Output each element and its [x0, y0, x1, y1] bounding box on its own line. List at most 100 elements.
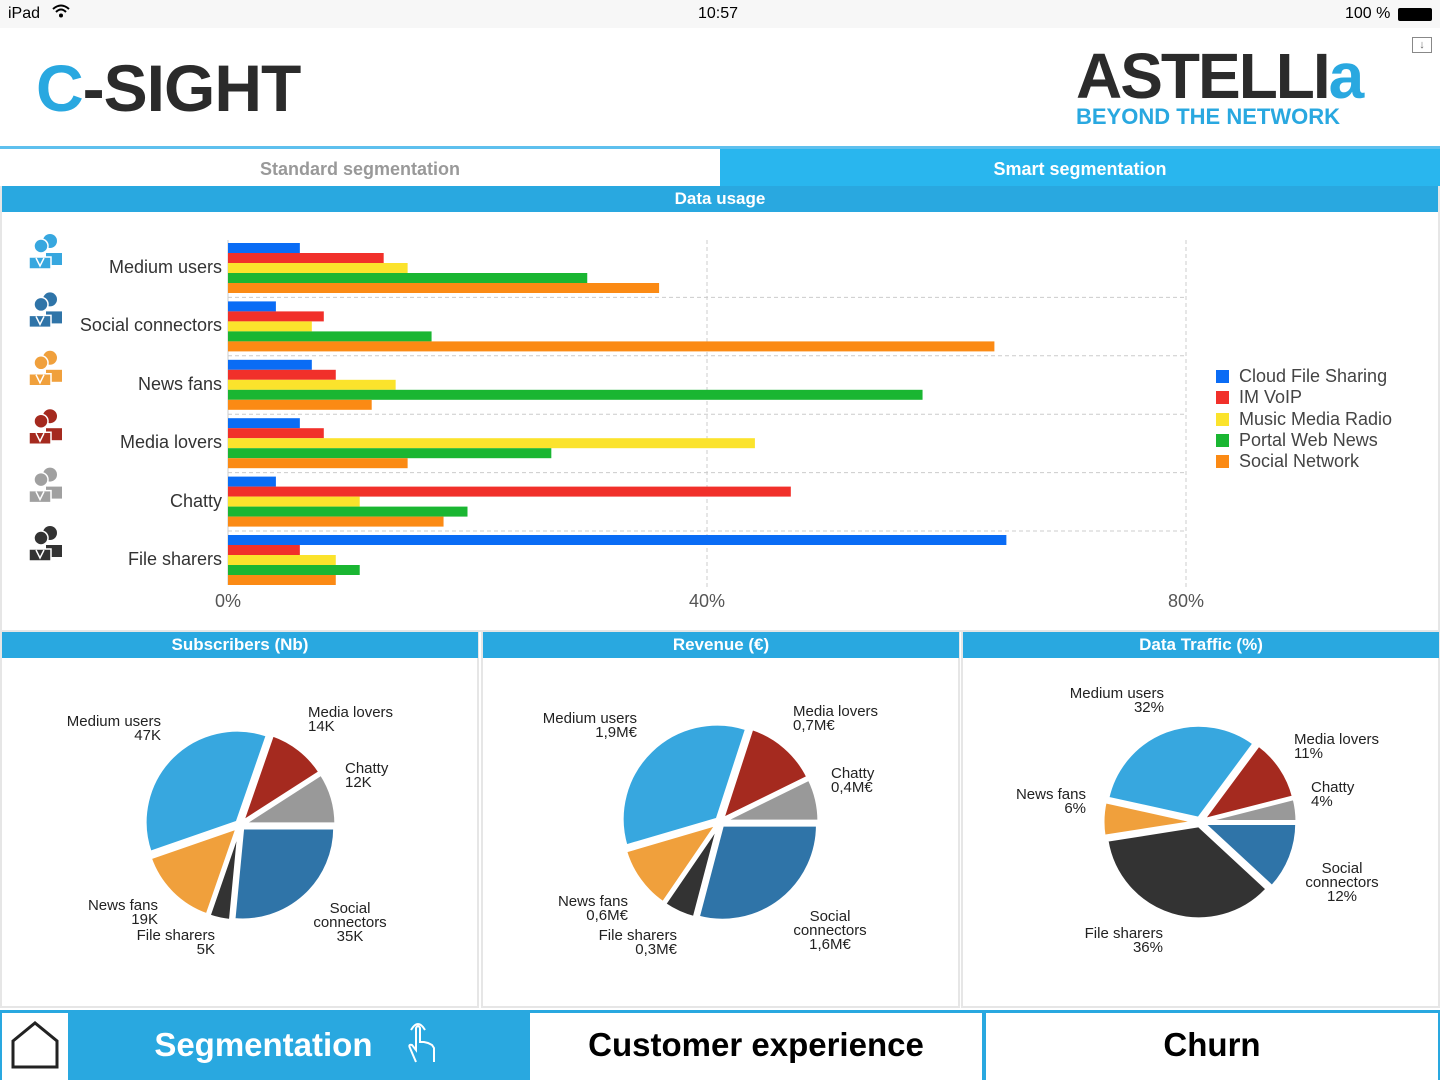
bar-news-fans-cloud-file-sharing [228, 359, 312, 370]
bar-chatty-music-media-radio [228, 496, 360, 507]
pie-label-media-lovers: Media lovers 14K [308, 704, 394, 735]
bar-media-lovers-im-voip [228, 428, 324, 439]
bar-file-sharers-social-network [228, 575, 336, 585]
legend-swatch [1216, 370, 1229, 383]
device-name: iPad [8, 5, 41, 22]
bottom-nav: Segmentation Customer experience Churn [0, 1010, 1440, 1080]
legend-label: IM VoIP [1239, 387, 1303, 408]
bar-media-lovers-social-network [228, 458, 408, 469]
bar-social-connectors-music-media-radio [228, 321, 312, 332]
segment-medium-users-icon [28, 234, 62, 270]
bar-social-connectors-portal-web-news [228, 331, 432, 342]
pie-title: Data Traffic (%) [963, 632, 1439, 658]
pie-label-social-connectors: Social connectors 12% [1305, 860, 1379, 905]
pie-label-media-lovers: Media lovers 0,7M€ [793, 703, 879, 734]
x-tick-label: 40% [689, 591, 725, 611]
bar-social-connectors-social-network [228, 341, 995, 352]
bar-file-sharers-im-voip [228, 545, 300, 555]
hand-pointer-icon [408, 1023, 435, 1063]
pie-label-chatty: Chatty 12K [345, 760, 389, 791]
x-tick-label: 0% [215, 591, 241, 611]
pie-label-chatty: Chatty 4% [1311, 779, 1355, 810]
pie-title: Subscribers (Nb) [2, 632, 478, 658]
legend-swatch [1216, 391, 1229, 405]
bar-news-fans-portal-web-news [228, 389, 923, 400]
bar-media-lovers-cloud-file-sharing [228, 418, 300, 429]
legend-label: Social Network [1239, 451, 1360, 472]
legend-item-cloud-file-sharing: Cloud File Sharing [1216, 366, 1387, 387]
legend-label: Music Media Radio [1239, 408, 1393, 429]
nav-customer-experience[interactable]: Customer experience [530, 1013, 982, 1080]
pie-label-news-fans: News fans 19K [87, 897, 158, 928]
pie-label-social-connectors: Social connectors 1,6M€ [793, 908, 867, 953]
segmentation-tabs: Standard segmentation Smart segmentation [0, 146, 1440, 188]
bar-social-connectors-cloud-file-sharing [228, 301, 276, 312]
bar-media-lovers-music-media-radio [228, 438, 755, 449]
pie-label-news-fans: News fans 6% [1015, 786, 1086, 817]
bar-chatty-social-network [228, 516, 444, 527]
tab-smart-segmentation[interactable]: Smart segmentation [720, 149, 1440, 188]
legend-swatch [1216, 412, 1229, 426]
battery-icon [1398, 8, 1432, 21]
legend-swatch [1216, 433, 1229, 447]
bar-chatty-portal-web-news [228, 506, 468, 517]
wifi-icon [52, 3, 70, 24]
bar-medium-users-social-network [228, 283, 660, 293]
nav-churn[interactable]: Churn [986, 1013, 1438, 1080]
segment-label: News fans [137, 373, 222, 394]
pie-label-media-lovers: Media lovers 11% [1294, 731, 1380, 762]
status-bar: iPad 10:57 100 % [0, 0, 1440, 28]
segment-label: File sharers [127, 549, 222, 569]
bar-file-sharers-portal-web-news [228, 565, 360, 575]
tab-standard-segmentation[interactable]: Standard segmentation [0, 149, 720, 188]
bar-chatty-im-voip [228, 486, 791, 497]
bar-medium-users-cloud-file-sharing [228, 243, 300, 253]
segment-file-sharers-icon [28, 526, 62, 562]
segment-label: Social connectors [79, 315, 222, 336]
battery-level: 100 % [1345, 5, 1391, 22]
segment-chatty-icon [28, 467, 62, 504]
brand-tagline: BEYOND THE NETWORK [1076, 104, 1340, 129]
brand-a: a [1328, 40, 1365, 112]
download-icon[interactable]: ↓ [1412, 37, 1432, 53]
segment-social-connectors-icon [28, 292, 62, 329]
bar-news-fans-im-voip [228, 369, 336, 380]
segment-label: Media lovers [119, 432, 222, 453]
segment-media-lovers-icon [28, 409, 62, 445]
bar-news-fans-social-network [228, 399, 372, 410]
data-usage-title: Data usage [2, 186, 1438, 212]
app-logo: C-SIGHT [36, 50, 302, 126]
bar-file-sharers-cloud-file-sharing [228, 535, 1007, 545]
legend-item-music-media-radio: Music Media Radio [1216, 409, 1392, 430]
legend-label: Portal Web News [1239, 429, 1378, 450]
segment-news-fans-icon [28, 350, 62, 387]
brand-logo: ASTELLIa BEYOND THE NETWORK [1076, 44, 1364, 130]
logo-c: C [36, 51, 84, 125]
home-button[interactable] [2, 1013, 68, 1080]
brand-name: ASTELLI [1076, 40, 1331, 112]
bar-chatty-cloud-file-sharing [228, 476, 276, 487]
x-tick-label: 80% [1168, 591, 1204, 611]
pie-label-news-fans: News fans 0,6M€ [557, 893, 628, 924]
legend-item-portal-web-news: Portal Web News [1216, 430, 1378, 451]
legend-item-im-voip: IM VoIP [1216, 387, 1302, 408]
pie-label-social-connectors: Social connectors 35K [313, 900, 387, 945]
bar-social-connectors-im-voip [228, 311, 324, 322]
segment-label: Medium users [108, 257, 222, 277]
data-usage-chart: 0% 40% 80% [28, 234, 1204, 611]
bar-medium-users-portal-web-news [228, 273, 588, 283]
nav-segmentation[interactable]: Segmentation [70, 1013, 526, 1080]
nav-segmentation-label: Segmentation [154, 1026, 373, 1063]
legend-label: Cloud File Sharing [1239, 366, 1388, 386]
bar-media-lovers-portal-web-news [228, 448, 552, 459]
bar-news-fans-music-media-radio [228, 379, 396, 390]
header: C-SIGHT ASTELLIa BEYOND THE NETWORK ↓ [0, 28, 1440, 146]
pie-label-medium-users: Medium users 32% [1069, 685, 1164, 716]
pie-title: Revenue (€) [483, 632, 959, 658]
logo-text: -SIGHT [82, 51, 302, 125]
bar-medium-users-im-voip [228, 253, 384, 263]
pie-label-file-sharers: File sharers 0,3M€ [598, 927, 677, 958]
pie-label-file-sharers: File sharers 5K [136, 927, 215, 958]
pie-label-file-sharers: File sharers 36% [1084, 925, 1163, 956]
pie-label-medium-users: Medium users 47K [66, 713, 161, 744]
